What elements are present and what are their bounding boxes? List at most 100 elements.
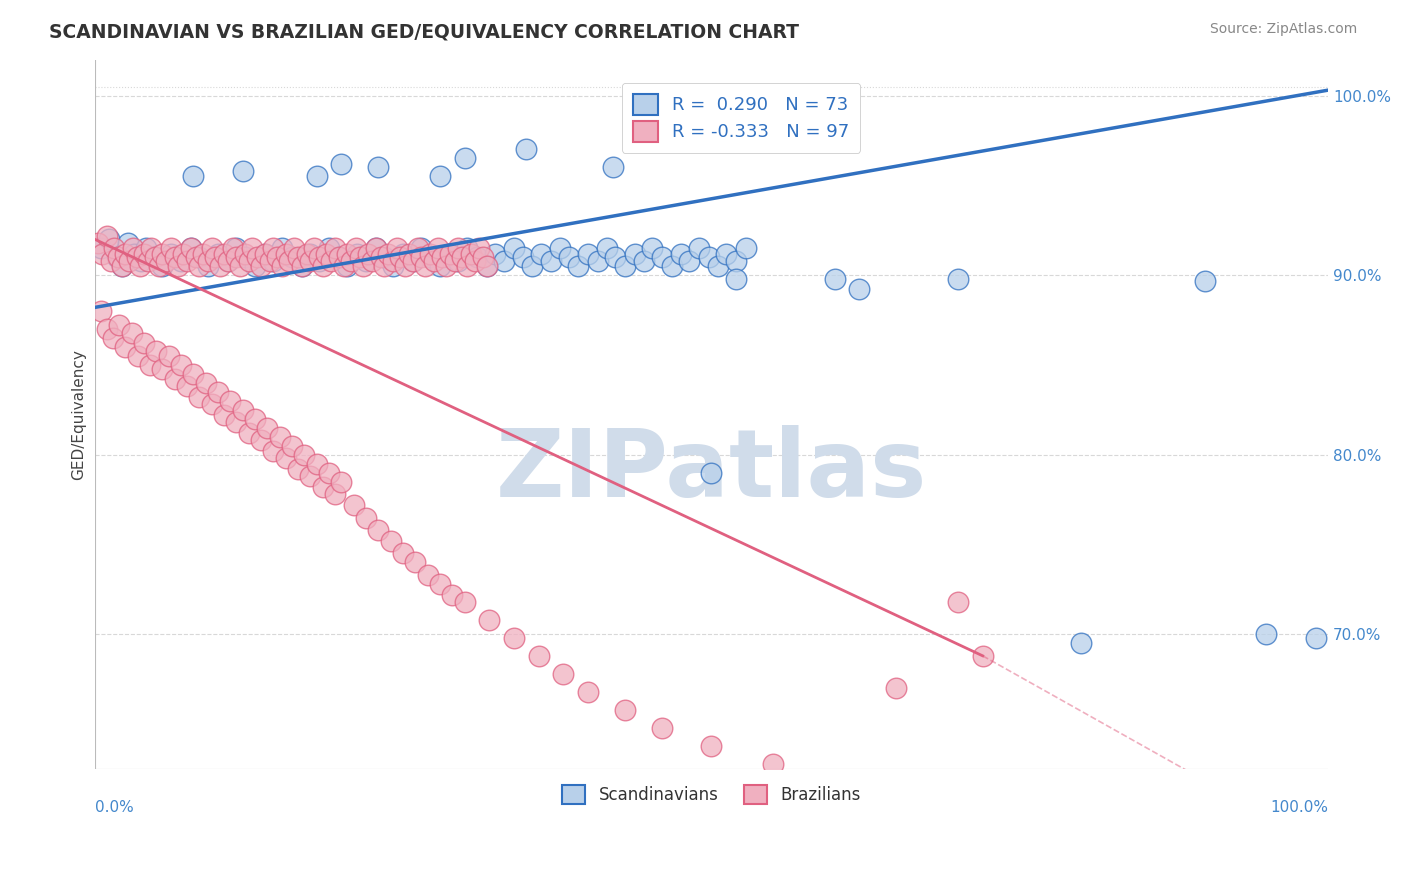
Point	[271, 241, 294, 255]
Point	[429, 577, 451, 591]
Point	[706, 259, 728, 273]
Point	[243, 411, 266, 425]
Point	[558, 250, 581, 264]
Point	[762, 756, 785, 771]
Point	[302, 241, 325, 255]
Point	[426, 241, 449, 255]
Point	[724, 271, 747, 285]
Point	[321, 253, 343, 268]
Point	[188, 259, 211, 273]
Point	[194, 376, 217, 390]
Point	[419, 246, 441, 260]
Point	[312, 259, 335, 273]
Point	[232, 164, 254, 178]
Point	[188, 390, 211, 404]
Point	[129, 259, 152, 273]
Point	[437, 246, 460, 260]
Point	[96, 228, 118, 243]
Point	[114, 340, 136, 354]
Point	[117, 235, 139, 250]
Point	[1305, 631, 1327, 645]
Point	[207, 384, 229, 399]
Point	[447, 253, 470, 268]
Point	[456, 241, 478, 255]
Point	[118, 253, 141, 268]
Point	[238, 253, 260, 268]
Point	[367, 523, 389, 537]
Text: 100.0%: 100.0%	[1270, 799, 1329, 814]
Point	[274, 451, 297, 466]
Point	[222, 241, 245, 255]
Point	[271, 259, 294, 273]
Point	[197, 253, 219, 268]
Point	[141, 241, 163, 255]
Point	[382, 259, 405, 273]
Point	[274, 246, 297, 260]
Point	[364, 241, 387, 255]
Point	[460, 246, 482, 260]
Point	[416, 568, 439, 582]
Point	[250, 259, 273, 273]
Point	[330, 157, 353, 171]
Point	[576, 685, 599, 699]
Point	[323, 487, 346, 501]
Point	[318, 241, 340, 255]
Point	[344, 241, 367, 255]
Point	[291, 259, 314, 273]
Point	[354, 510, 377, 524]
Point	[402, 253, 425, 268]
Point	[411, 241, 433, 255]
Point	[475, 259, 498, 273]
Point	[160, 241, 183, 255]
Point	[308, 253, 330, 268]
Point	[108, 318, 131, 333]
Point	[614, 703, 637, 717]
Point	[494, 253, 516, 268]
Point	[503, 241, 526, 255]
Point	[160, 246, 183, 260]
Point	[385, 241, 408, 255]
Point	[132, 336, 155, 351]
Point	[201, 397, 224, 411]
Point	[972, 648, 994, 663]
Point	[328, 250, 350, 264]
Point	[669, 246, 692, 260]
Text: SCANDINAVIAN VS BRAZILIAN GED/EQUIVALENCY CORRELATION CHART: SCANDINAVIAN VS BRAZILIAN GED/EQUIVALENC…	[49, 22, 799, 41]
Point	[419, 250, 441, 264]
Point	[191, 246, 214, 260]
Point	[170, 358, 193, 372]
Point	[413, 259, 436, 273]
Point	[292, 448, 315, 462]
Point	[135, 241, 157, 255]
Point	[253, 246, 276, 260]
Point	[530, 246, 553, 260]
Point	[170, 253, 193, 268]
Point	[250, 434, 273, 448]
Point	[212, 408, 235, 422]
Point	[456, 259, 478, 273]
Point	[678, 253, 700, 268]
Point	[688, 241, 710, 255]
Point	[262, 241, 284, 255]
Point	[152, 361, 174, 376]
Point	[389, 250, 412, 264]
Point	[349, 250, 371, 264]
Point	[373, 259, 395, 273]
Point	[463, 253, 485, 268]
Point	[291, 259, 314, 273]
Point	[155, 253, 177, 268]
Point	[1256, 627, 1278, 641]
Point	[101, 331, 124, 345]
Point	[605, 250, 627, 264]
Point	[100, 253, 122, 268]
Point	[323, 241, 346, 255]
Point	[269, 430, 291, 444]
Point	[429, 169, 451, 184]
Point	[217, 253, 239, 268]
Point	[167, 259, 190, 273]
Point	[373, 250, 395, 264]
Point	[281, 439, 304, 453]
Point	[132, 246, 155, 260]
Point	[299, 253, 322, 268]
Point	[318, 466, 340, 480]
